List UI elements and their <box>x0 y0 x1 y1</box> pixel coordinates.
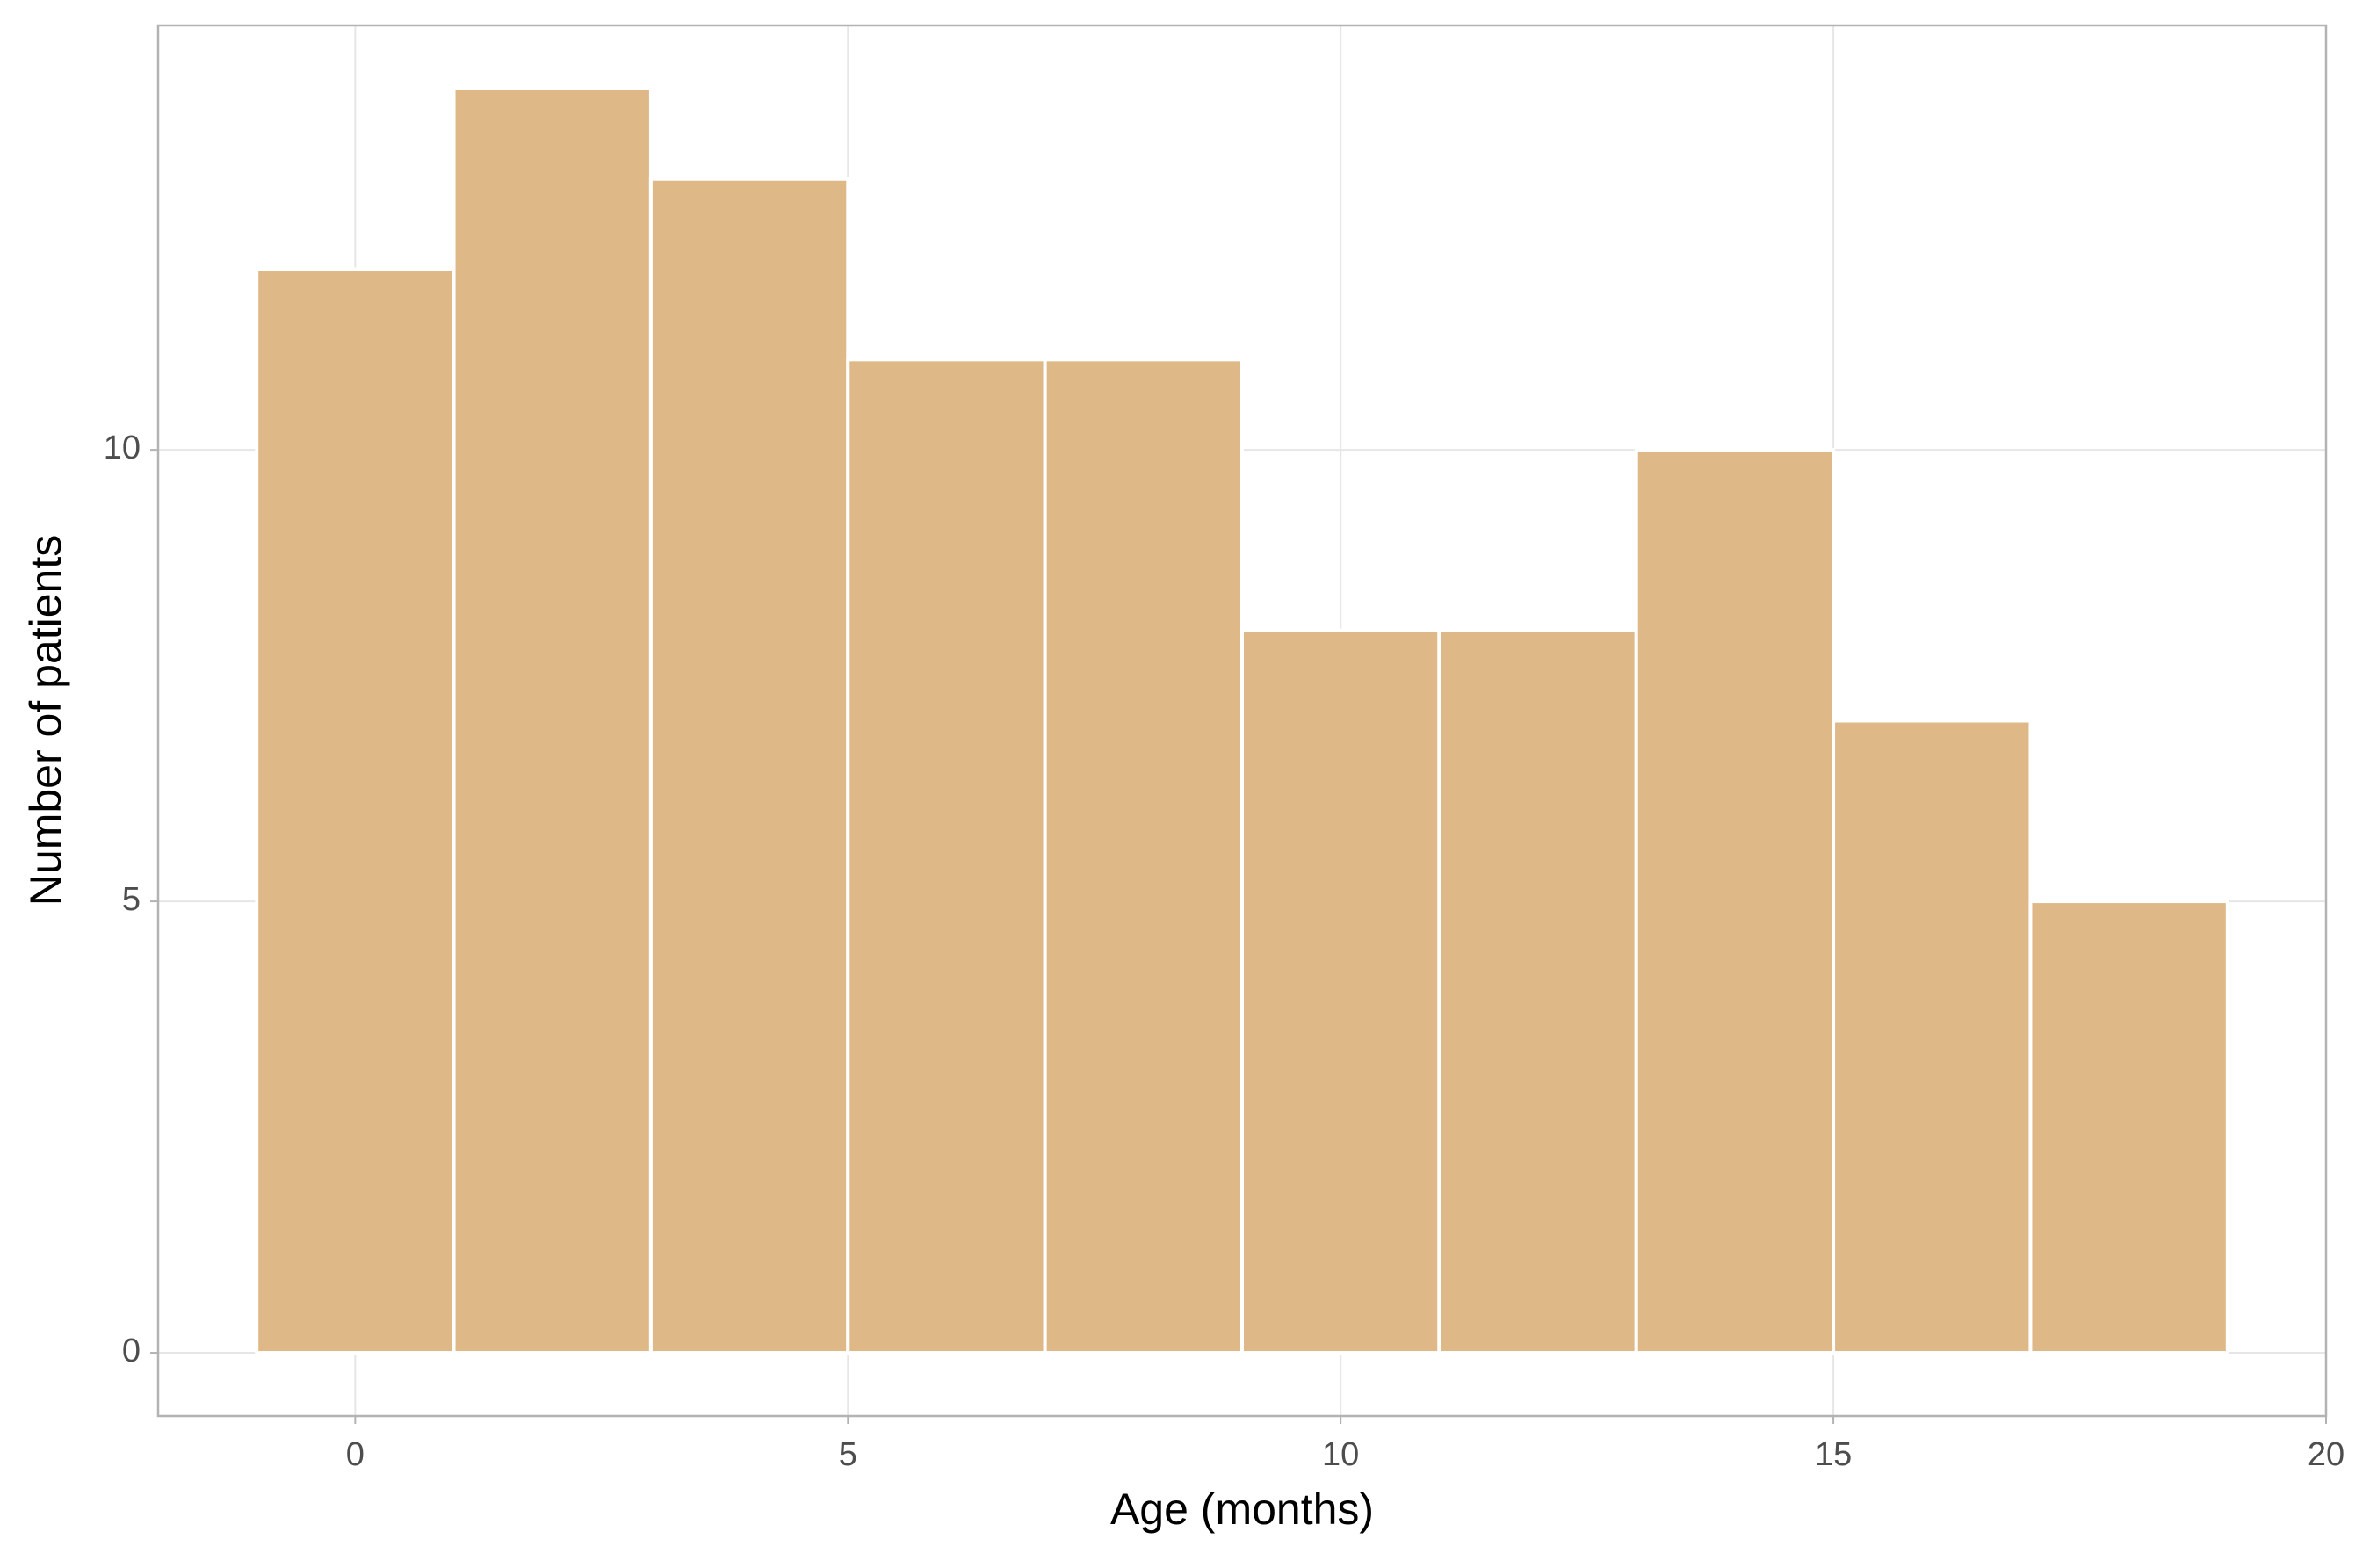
bar <box>1634 448 1836 1355</box>
x-tick-label: 10 <box>1322 1436 1359 1473</box>
x-tick-label: 15 <box>1815 1436 1852 1473</box>
bar <box>846 358 1047 1355</box>
y-tick-label: 10 <box>104 430 141 466</box>
bar <box>1437 628 1638 1355</box>
x-tick-label: 20 <box>2308 1436 2344 1473</box>
y-tick-label: 5 <box>122 881 141 918</box>
bar <box>1240 628 1441 1355</box>
y-axis-title: Number of patients <box>21 535 70 906</box>
bar <box>255 267 456 1355</box>
panel-border <box>156 24 2328 1418</box>
x-tick-label: 5 <box>839 1436 857 1473</box>
x-tick-label: 0 <box>346 1436 365 1473</box>
bar <box>2028 900 2229 1355</box>
bar <box>648 177 850 1355</box>
bar <box>1832 719 2033 1355</box>
y-tick-label: 0 <box>122 1333 141 1369</box>
bar <box>1043 358 1244 1355</box>
x-axis-title: Age (months) <box>1110 1485 1374 1534</box>
bar <box>452 86 653 1355</box>
